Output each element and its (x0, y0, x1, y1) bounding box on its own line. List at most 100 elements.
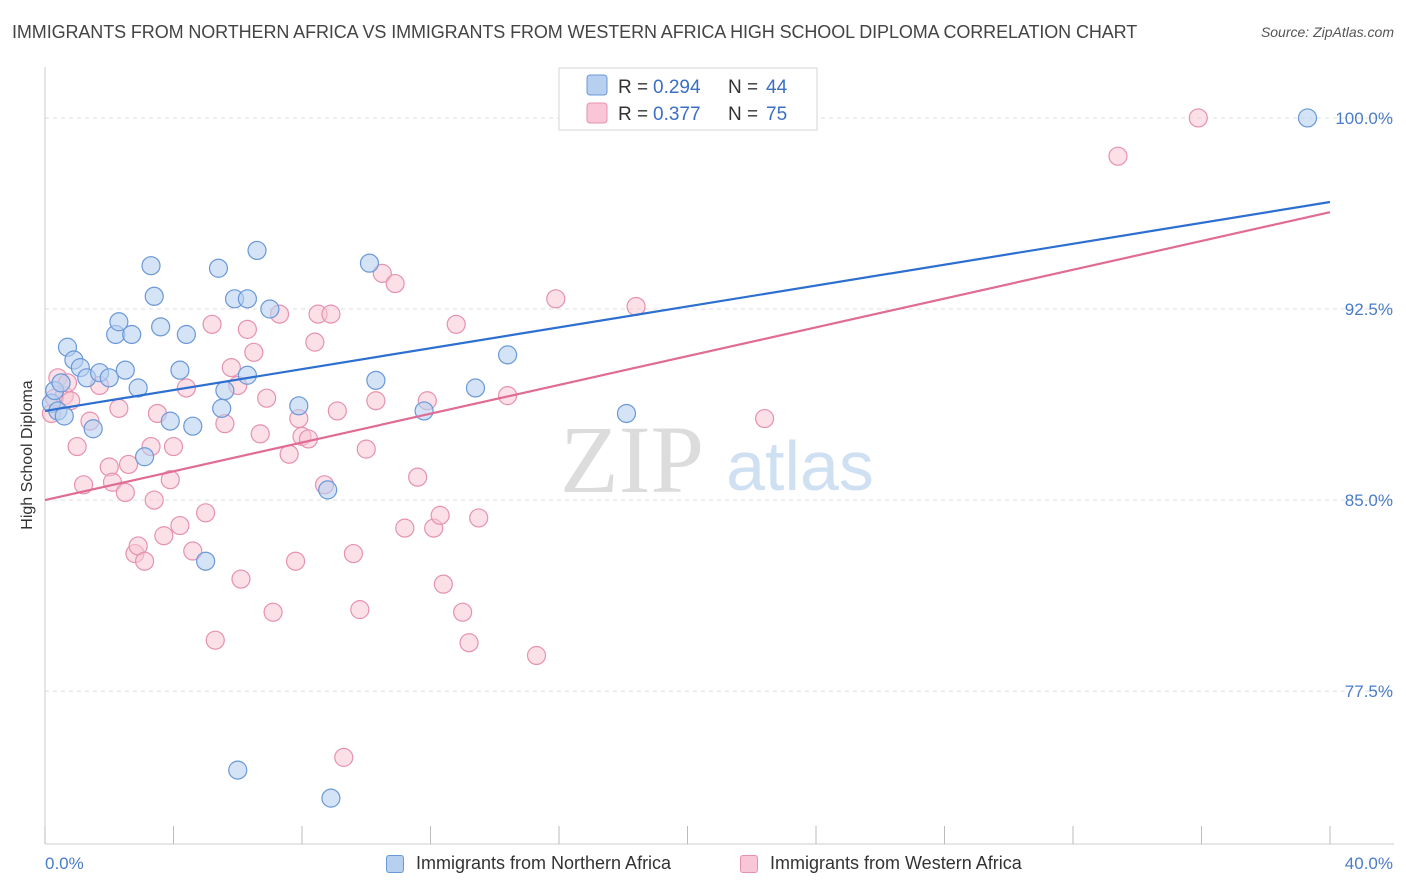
western-africa-trend-line (44, 211, 1331, 502)
northern-africa-point (212, 398, 232, 418)
western-africa-point (244, 342, 264, 362)
western-africa-point (196, 503, 216, 523)
western-africa-point (250, 424, 270, 444)
watermark-atlas: atlas (726, 427, 874, 505)
northern-africa-point (115, 360, 135, 380)
western-africa-point (202, 314, 222, 334)
legend-r-value-2: 0.377 (653, 104, 701, 125)
northern-africa-point (196, 551, 216, 571)
legend-n-label-1: N = (728, 77, 758, 98)
bottom-legend-swatch-blue (386, 854, 404, 873)
northern-africa-point (208, 258, 229, 278)
bottom-legend-swatch-pink (740, 854, 758, 873)
western-africa-point (118, 454, 139, 475)
series-northern-africa-points (41, 108, 1318, 808)
legend-n-value-2: 75 (766, 104, 787, 125)
northern-africa-point (122, 324, 142, 345)
bottom-legend-label-western: Immigrants from Western Africa (770, 853, 1022, 873)
western-africa-point (395, 518, 415, 538)
western-africa-point (453, 602, 473, 622)
y-tick-label: 77.5% (1345, 682, 1393, 701)
trend-lines (44, 200, 1331, 502)
northern-africa-point (170, 360, 190, 380)
western-africa-point (231, 569, 251, 589)
western-africa-point (526, 645, 547, 666)
grid-lines (45, 117, 1394, 692)
northern-africa-point (237, 365, 257, 385)
y-tick-label: 92.5% (1345, 300, 1393, 319)
chart-title: IMMIGRANTS FROM NORTHERN AFRICA VS IMMIG… (12, 22, 1138, 42)
western-africa-point (385, 273, 405, 294)
northern-africa-point (141, 256, 161, 276)
bottom-legend: Immigrants from Northern Africa Immigran… (0, 853, 1406, 877)
northern-africa-point (83, 419, 103, 439)
western-africa-point (469, 508, 489, 528)
western-africa-point (321, 304, 341, 324)
western-africa-point (334, 747, 354, 767)
source-credit: Source: ZipAtlas.com (1260, 24, 1394, 40)
legend-n-value-1: 44 (766, 77, 788, 98)
northern-africa-point (183, 416, 203, 436)
watermark-zip: ZIP (560, 406, 704, 513)
western-africa-point (1188, 108, 1208, 128)
northern-africa-point (247, 240, 267, 261)
western-africa-point (170, 515, 190, 536)
northern-africa-point (366, 370, 386, 390)
western-africa-point (327, 401, 347, 421)
northern-africa-point (359, 253, 380, 273)
legend-swatch-pink (586, 102, 608, 124)
bottom-legend-item-western: Immigrants from Western Africa (740, 853, 1022, 874)
northern-africa-point (109, 312, 129, 332)
western-africa-point (350, 600, 370, 620)
western-africa-point (1108, 146, 1128, 166)
northern-africa-point (160, 411, 180, 431)
western-africa-point (279, 444, 299, 464)
axes (44, 67, 1394, 845)
western-africa-point (109, 398, 129, 418)
western-africa-point (257, 388, 277, 408)
western-africa-point (115, 482, 135, 503)
northern-africa-point (616, 403, 637, 424)
western-africa-point (433, 574, 453, 594)
western-africa-point (546, 289, 566, 309)
northern-africa-point (321, 788, 341, 808)
western-africa-point (356, 439, 376, 459)
legend-swatch-blue (586, 74, 608, 96)
legend-r-value-1: 0.294 (653, 77, 701, 98)
western-africa-point (205, 630, 225, 650)
western-africa-point (305, 332, 325, 352)
western-africa-point (408, 467, 428, 487)
western-africa-point (263, 602, 283, 622)
western-africa-point (144, 490, 164, 510)
legend-r-label-1: R = (618, 77, 648, 98)
western-africa-point (430, 505, 450, 525)
northern-africa-trend-line (44, 200, 1331, 413)
x-tick-label-max: 40.0% (1345, 854, 1393, 873)
western-africa-point (67, 436, 87, 457)
western-africa-point (237, 319, 257, 339)
watermark: ZIP atlas (560, 406, 874, 513)
western-africa-point (183, 541, 203, 561)
western-africa-point (459, 633, 479, 653)
y-tick-label: 85.0% (1345, 491, 1393, 510)
western-africa-point (754, 408, 775, 429)
northern-africa-point (134, 447, 155, 467)
northern-africa-point (318, 480, 338, 500)
northern-africa-point (289, 396, 309, 416)
northern-africa-point (215, 380, 235, 401)
legend-r-label-2: R = (618, 104, 648, 125)
western-africa-point (163, 436, 184, 457)
northern-africa-point (1297, 108, 1318, 128)
northern-africa-point (228, 760, 248, 780)
northern-africa-point (237, 289, 257, 309)
northern-africa-point (51, 373, 71, 393)
western-africa-point (221, 358, 241, 378)
bottom-legend-item-northern: Immigrants from Northern Africa (386, 853, 671, 874)
western-africa-point (134, 551, 155, 571)
northern-africa-point (99, 368, 119, 388)
western-africa-point (366, 391, 386, 411)
northern-africa-point (498, 345, 518, 365)
western-africa-point (285, 551, 306, 571)
bottom-legend-label-northern: Immigrants from Northern Africa (416, 853, 672, 873)
